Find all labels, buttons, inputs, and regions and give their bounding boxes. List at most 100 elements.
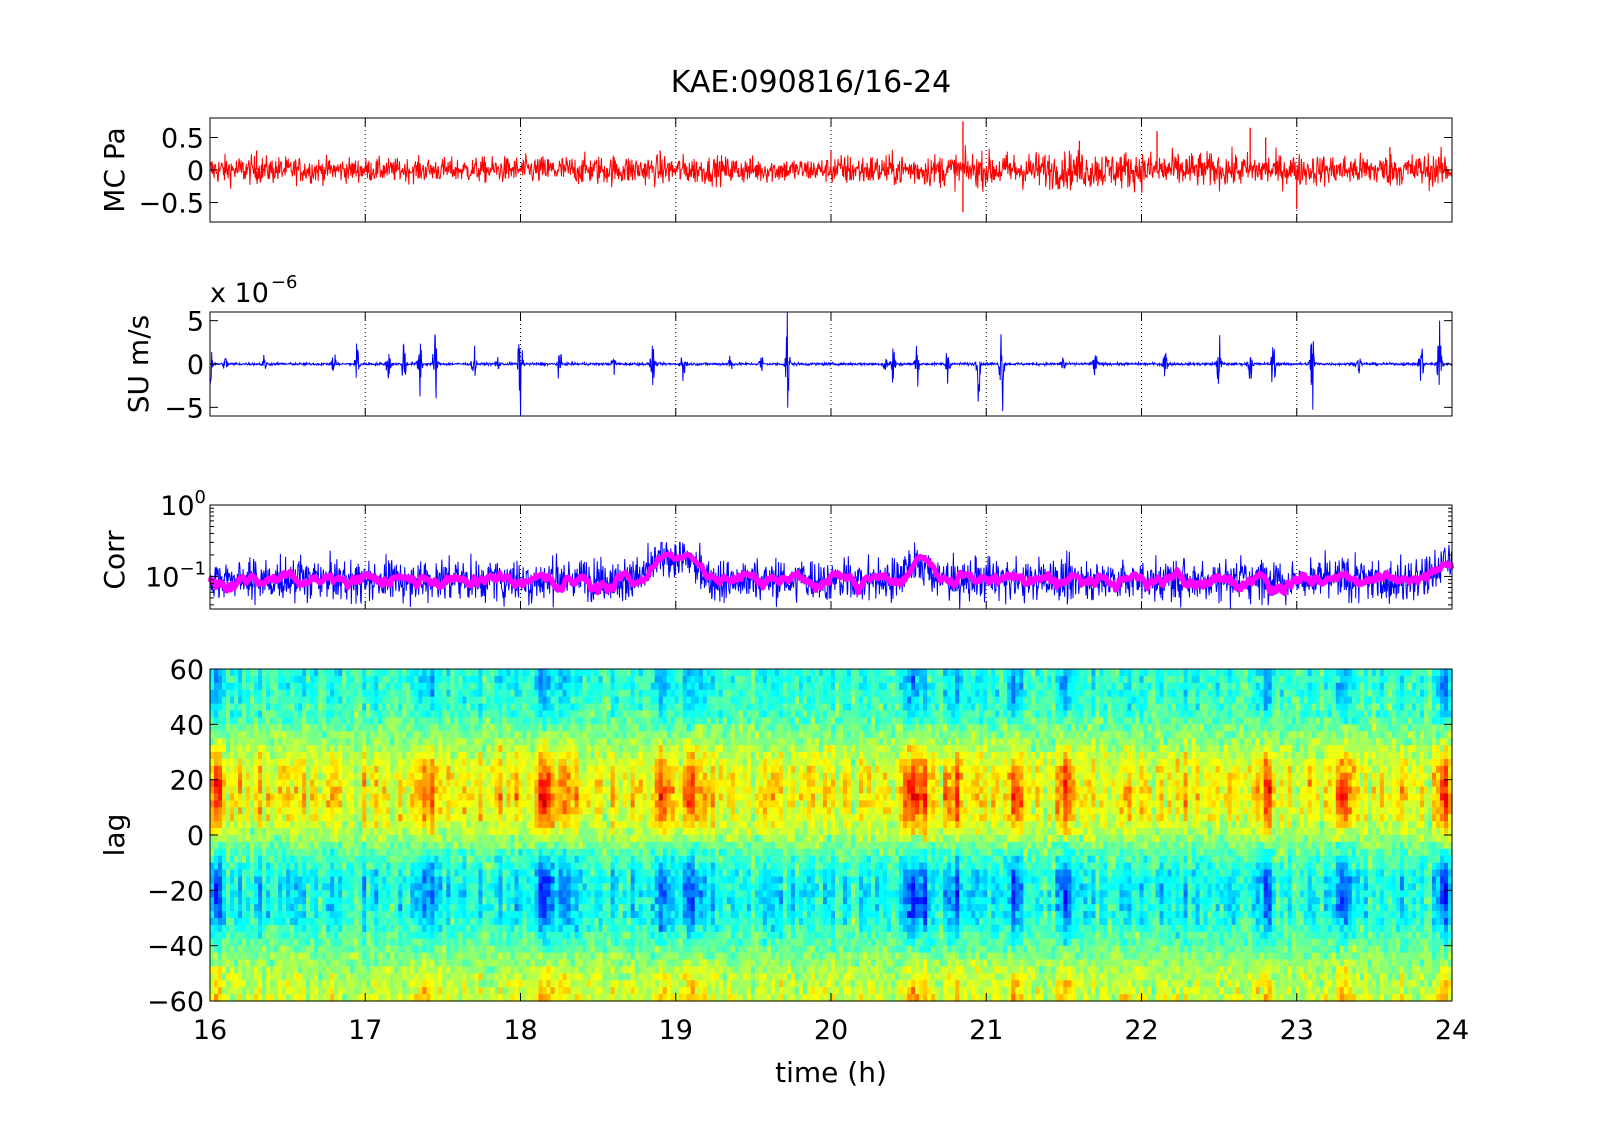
heatmap-cell xyxy=(550,821,556,829)
heatmap-cell xyxy=(462,786,468,795)
heatmap-cell xyxy=(402,752,407,760)
heatmap-cell xyxy=(242,869,247,878)
heatmap-cell xyxy=(522,911,528,919)
heatmap-cell xyxy=(466,717,472,725)
heatmap-cell xyxy=(410,765,415,774)
heatmap-cell xyxy=(378,689,383,698)
heatmap-cell xyxy=(238,807,243,815)
heatmap-cell xyxy=(458,904,464,912)
heatmap-cell xyxy=(226,828,231,836)
heatmap-cell xyxy=(374,855,379,864)
heatmap-cell xyxy=(378,841,383,850)
heatmap-cell xyxy=(246,994,251,1002)
heatmap-cell xyxy=(586,689,592,698)
heatmap-cell xyxy=(470,772,476,781)
heatmap-cell xyxy=(418,848,423,857)
heatmap-cell xyxy=(586,876,592,885)
heatmap-cell xyxy=(338,696,343,705)
heatmap-cell xyxy=(230,752,235,760)
heatmap-cell xyxy=(566,710,572,719)
heatmap-cell xyxy=(462,745,468,753)
heatmap-cell xyxy=(518,835,524,843)
heatmap-cell xyxy=(314,911,319,919)
heatmap-cell xyxy=(254,862,259,871)
heatmap-cell xyxy=(594,987,600,995)
heatmap-cell xyxy=(502,758,508,767)
heatmap-cell xyxy=(374,987,379,995)
heatmap-cell xyxy=(302,841,307,850)
heatmap-cell xyxy=(274,717,279,725)
heatmap-cell xyxy=(350,987,355,995)
heatmap-cell xyxy=(378,724,383,732)
heatmap-cell xyxy=(594,931,600,940)
heatmap-cell xyxy=(330,814,335,822)
heatmap-cell xyxy=(294,973,299,981)
heatmap-cell xyxy=(466,821,472,829)
y-tick-base: 10 xyxy=(145,562,179,593)
heatmap-cell xyxy=(358,924,363,933)
heatmap-cell xyxy=(230,745,235,753)
heatmap-cell xyxy=(574,918,580,926)
heatmap-cell xyxy=(514,745,520,753)
heatmap-cell xyxy=(322,835,327,843)
heatmap-cell xyxy=(318,835,323,843)
heatmap-cell xyxy=(350,841,355,850)
heatmap-cell xyxy=(298,800,303,808)
heatmap-cell xyxy=(382,752,387,760)
heatmap-cell xyxy=(262,952,267,961)
heatmap-cell xyxy=(434,793,439,802)
heatmap-cell xyxy=(442,862,447,871)
heatmap-cell xyxy=(522,945,528,954)
heatmap-cell xyxy=(570,745,576,753)
heatmap-cell xyxy=(314,703,319,712)
heatmap-cell xyxy=(314,745,319,753)
heatmap-cell xyxy=(238,945,243,954)
heatmap-cell xyxy=(514,938,520,947)
heatmap-cell xyxy=(442,945,447,954)
heatmap-cell xyxy=(462,904,468,912)
heatmap-cell xyxy=(294,994,299,1002)
heatmap-cell xyxy=(214,738,219,746)
heatmap-cell xyxy=(538,980,544,988)
heatmap-cell xyxy=(346,724,351,732)
heatmap-cell xyxy=(498,682,504,691)
heatmap-cell xyxy=(254,966,259,974)
heatmap-cell xyxy=(466,682,472,691)
heatmap-cell xyxy=(498,952,504,961)
heatmap-cell xyxy=(342,931,347,940)
heatmap-cell xyxy=(334,752,339,760)
heatmap-cell xyxy=(294,869,299,878)
heatmap-cell xyxy=(362,987,367,995)
heatmap-cell xyxy=(230,931,235,940)
heatmap-cell xyxy=(374,966,379,974)
heatmap-cell xyxy=(398,696,403,705)
heatmap-cell xyxy=(306,828,311,836)
heatmap-cell xyxy=(370,835,375,843)
heatmap-cell xyxy=(578,717,584,725)
heatmap-cell xyxy=(322,987,327,995)
heatmap-cell xyxy=(262,745,267,753)
heatmap-cell xyxy=(326,828,331,836)
heatmap-cell xyxy=(454,855,459,864)
heatmap-cell xyxy=(258,904,263,912)
heatmap-cell xyxy=(226,807,231,815)
heatmap-cell xyxy=(438,765,443,774)
heatmap-cell xyxy=(442,738,447,746)
heatmap-cell xyxy=(530,869,536,878)
heatmap-cell xyxy=(534,758,540,767)
heatmap-cell xyxy=(382,973,387,981)
heatmap-cell xyxy=(338,689,343,698)
heatmap-cell xyxy=(318,869,323,878)
heatmap-cell xyxy=(366,938,371,947)
heatmap-cell xyxy=(226,911,231,919)
heatmap-cell xyxy=(378,890,383,898)
heatmap-cell xyxy=(566,876,572,885)
heatmap-cell xyxy=(274,675,279,684)
heatmap-cell xyxy=(478,752,484,760)
heatmap-cell xyxy=(290,724,295,732)
heatmap-cell xyxy=(518,814,524,822)
heatmap-cell xyxy=(494,738,500,746)
heatmap-cell xyxy=(594,890,600,898)
heatmap-cell xyxy=(434,745,439,753)
heatmap-cell xyxy=(542,821,548,829)
